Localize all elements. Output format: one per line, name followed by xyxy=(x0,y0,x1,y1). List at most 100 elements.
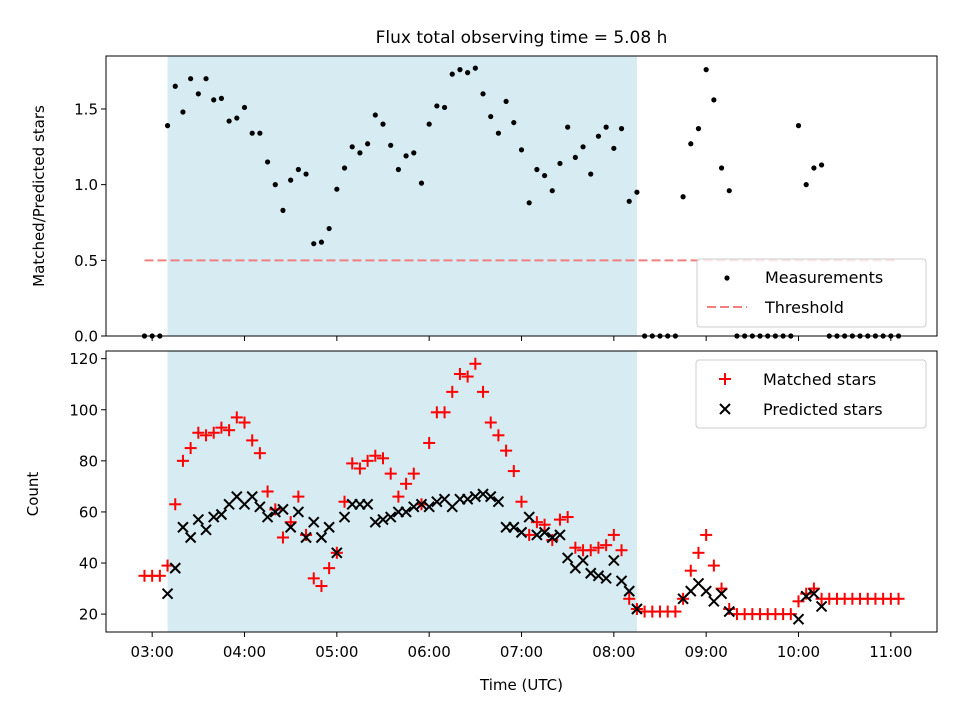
matched-stars-point xyxy=(453,367,466,380)
matched-stars-point xyxy=(700,528,713,541)
measurement-point xyxy=(164,123,171,129)
measurement-point xyxy=(549,188,555,194)
matched-stars-point xyxy=(530,516,543,529)
measurement-point xyxy=(703,67,709,73)
measurement-point xyxy=(680,194,686,200)
measurement-point xyxy=(557,160,563,167)
predicted-stars-point xyxy=(577,554,589,567)
measurement-point xyxy=(203,76,209,82)
predicted-stars-point xyxy=(700,585,712,597)
top-observing-span xyxy=(167,56,637,336)
matched-stars-point xyxy=(484,416,497,429)
matched-stars-point xyxy=(469,357,482,370)
matched-stars-point xyxy=(384,467,397,480)
matched-stars-point xyxy=(307,572,320,585)
y-tick-label: 40 xyxy=(79,555,98,573)
bottom-legend-box xyxy=(695,359,927,429)
measurement-point xyxy=(264,159,271,165)
legend-marker-predicted xyxy=(719,403,731,415)
measurement-point xyxy=(365,141,371,147)
measurement-point xyxy=(803,182,809,188)
predicted-stars-point xyxy=(561,552,574,564)
measurement-point xyxy=(572,154,578,161)
bottom-observing-span xyxy=(167,351,637,632)
measurement-point xyxy=(426,121,432,127)
predicted-stars-point xyxy=(408,501,420,513)
measurement-point xyxy=(218,95,225,101)
matched-stars-point xyxy=(669,605,682,618)
measurement-point xyxy=(334,186,340,192)
measurement-point xyxy=(411,150,417,156)
matched-stars-point xyxy=(176,454,189,467)
measurement-point xyxy=(234,115,240,121)
x-tick-label: 04:00 xyxy=(223,643,266,661)
measurement-point xyxy=(472,65,478,71)
predicted-stars-point xyxy=(292,506,305,518)
predicted-stars-point xyxy=(485,490,497,503)
matched-stars-point xyxy=(346,457,359,470)
measurement-point xyxy=(303,171,309,177)
matched-stars-point xyxy=(246,434,259,447)
measurement-point xyxy=(211,97,217,103)
x-tick-label: 05:00 xyxy=(315,643,358,661)
matched-stars-point xyxy=(500,444,513,457)
matched-stars-point xyxy=(477,385,490,398)
predicted-stars-point xyxy=(600,572,612,585)
matched-stars-point xyxy=(553,513,566,526)
matched-stars-point xyxy=(192,426,205,439)
legend-label-matched: Matched stars xyxy=(763,370,876,389)
y-tick-label: 0.5 xyxy=(74,252,98,270)
y-tick-label: 1.0 xyxy=(74,176,98,194)
matched-stars-point xyxy=(784,608,797,621)
predicted-stars-point xyxy=(315,531,328,544)
measurement-point xyxy=(603,124,609,130)
matched-stars-point xyxy=(607,528,620,541)
measurement-point xyxy=(372,112,378,118)
measurement-point xyxy=(341,165,348,171)
bottom-x-axis-ticks: 03:00 04:00 05:00 06:00 07:00 08:00 09:00 10:00… xyxy=(131,632,912,661)
matched-stars-point xyxy=(215,421,228,434)
measurement-point xyxy=(257,130,263,136)
measurement-point xyxy=(226,118,232,124)
predicted-stars-point xyxy=(246,490,258,503)
measurement-point xyxy=(811,165,817,171)
matched-stars-point xyxy=(723,603,736,616)
predicted-stars-point xyxy=(592,570,605,582)
top-panel: 0.0 0.5 1.0 1.5 Flux total observing time =… xyxy=(30,28,938,346)
matched-stars-point xyxy=(561,511,574,524)
predicted-stars-point xyxy=(377,513,389,526)
predicted-stars-point xyxy=(585,567,597,579)
predicted-stars-point xyxy=(715,587,728,600)
y-tick-label: 1.5 xyxy=(74,100,98,118)
predicted-stars-point xyxy=(615,575,628,587)
bottom-marks xyxy=(138,357,905,625)
matched-stars-point xyxy=(269,503,282,516)
measurement-point xyxy=(172,83,178,89)
predicted-stars-point xyxy=(792,613,805,625)
predicted-stars-point xyxy=(515,526,528,539)
bottom-legend: Matched stars Predicted stars xyxy=(695,359,927,429)
matched-stars-point xyxy=(792,595,805,608)
predicted-stars-point xyxy=(200,524,212,536)
predicted-stars-point xyxy=(331,547,343,559)
predicted-stars-point xyxy=(538,526,551,539)
matched-stars-point xyxy=(323,562,336,575)
measurement-point xyxy=(241,104,248,111)
matched-stars-point xyxy=(584,544,597,557)
measurement-point xyxy=(403,153,409,159)
matched-stars-point xyxy=(369,449,382,462)
measurement-point xyxy=(395,166,401,173)
measurement-point xyxy=(272,182,278,188)
x-tick-label: 03:00 xyxy=(131,643,174,661)
predicted-stars-point xyxy=(161,587,174,600)
measurement-point xyxy=(295,166,301,173)
y-tick-label: 0.0 xyxy=(74,328,98,346)
measurement-point xyxy=(595,133,602,139)
measurement-point xyxy=(249,130,255,136)
matched-stars-point xyxy=(361,454,374,467)
predicted-stars-point xyxy=(169,562,181,574)
y-tick-label: 80 xyxy=(79,452,98,470)
predicted-stars-point xyxy=(300,531,312,544)
predicted-stars-point xyxy=(546,531,558,544)
matched-stars-point xyxy=(438,406,451,419)
